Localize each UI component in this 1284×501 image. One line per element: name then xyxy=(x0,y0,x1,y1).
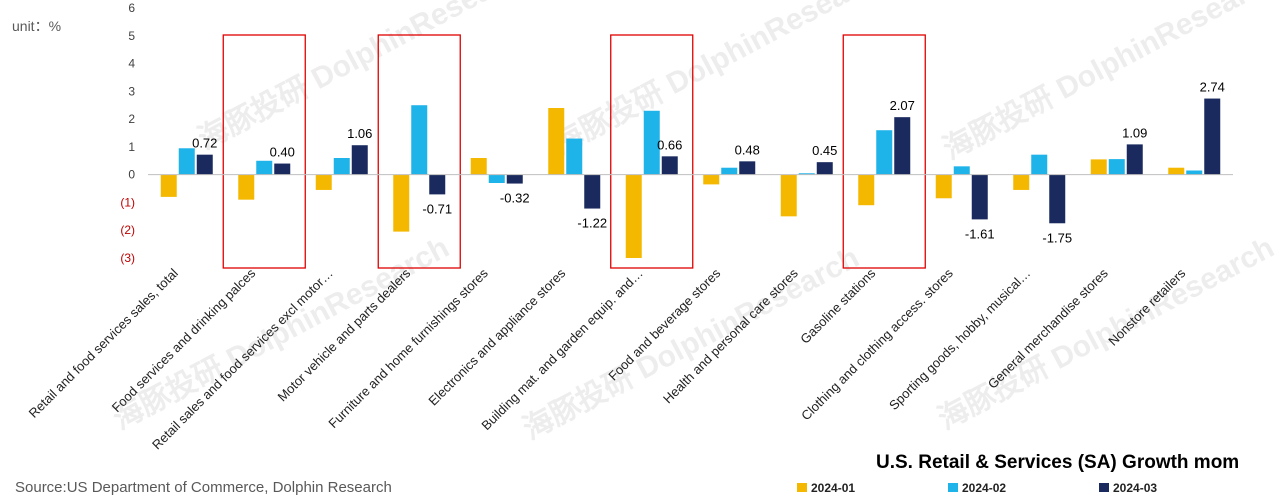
bar xyxy=(798,173,815,175)
data-label: -1.75 xyxy=(1042,230,1072,245)
bar xyxy=(274,163,291,175)
y-tick-label: 2 xyxy=(128,112,135,126)
bar xyxy=(1090,159,1107,175)
bar xyxy=(935,174,952,199)
legend-label: 2024-02 xyxy=(962,481,1006,495)
bar xyxy=(160,174,177,197)
bar xyxy=(351,145,368,175)
highlight-box xyxy=(377,34,461,269)
bar xyxy=(238,174,255,200)
chart-title: U.S. Retail & Services (SA) Growth mom xyxy=(876,452,1239,473)
y-tick-label: 3 xyxy=(128,84,135,98)
highlight-boxes xyxy=(222,34,926,269)
bar xyxy=(411,105,428,175)
bar xyxy=(1126,144,1143,175)
bar xyxy=(703,174,720,185)
bar xyxy=(584,174,601,209)
bar xyxy=(643,110,660,175)
bar xyxy=(566,138,583,175)
y-tick-label: 6 xyxy=(128,1,135,15)
bar xyxy=(178,148,195,175)
data-label: 2.07 xyxy=(890,98,915,113)
source-note: Source:US Department of Commerce, Dolphi… xyxy=(15,479,392,496)
bar xyxy=(470,158,487,175)
data-label: -0.32 xyxy=(500,191,530,206)
data-label: 0.48 xyxy=(735,142,760,157)
data-label: 0.40 xyxy=(270,145,295,160)
bar xyxy=(721,167,738,175)
bar xyxy=(1108,159,1125,175)
legend: 2024-01 2024-02 2024-03 xyxy=(797,481,1157,495)
bar xyxy=(1049,174,1066,224)
data-label: -1.22 xyxy=(577,216,607,231)
bar xyxy=(1168,167,1185,175)
y-tick-label: (2) xyxy=(120,223,135,237)
bar xyxy=(876,130,893,175)
data-label: 0.72 xyxy=(192,136,217,151)
data-label: 0.66 xyxy=(657,137,682,152)
legend-swatch xyxy=(948,483,958,492)
highlight-box xyxy=(610,34,694,269)
bar xyxy=(1013,174,1030,190)
data-label: -0.71 xyxy=(422,201,452,216)
y-tick-label: 1 xyxy=(128,140,135,154)
data-label: 1.06 xyxy=(347,126,372,141)
legend-swatch xyxy=(797,483,807,492)
y-tick-label: 5 xyxy=(128,29,135,43)
y-tick-label: (1) xyxy=(120,195,135,209)
data-labels: 0.72 0.40 1.06 -0.71 -0.32 -1.22 0.66 0.48 0.45 2… xyxy=(192,80,1225,246)
bar xyxy=(315,174,332,190)
bar xyxy=(858,174,875,206)
data-label: 2.74 xyxy=(1200,80,1225,95)
bar xyxy=(894,117,911,175)
y-tick-label: 4 xyxy=(128,57,135,71)
bar xyxy=(661,156,678,175)
y-tick-label: 0 xyxy=(128,168,135,182)
legend-swatch xyxy=(1099,483,1109,492)
bar xyxy=(816,162,833,175)
bar xyxy=(971,174,988,220)
legend-label: 2024-01 xyxy=(811,481,855,495)
bar xyxy=(393,174,410,232)
y-axis: 6 5 4 3 2 1 0 (1) (2) (3) xyxy=(120,1,135,265)
highlight-box xyxy=(842,34,926,269)
legend-label: 2024-03 xyxy=(1113,481,1157,495)
bar xyxy=(488,174,505,183)
bar xyxy=(333,158,350,175)
bar xyxy=(506,174,523,184)
bar xyxy=(953,166,970,175)
bar xyxy=(780,174,797,217)
bar xyxy=(1204,98,1221,175)
bar xyxy=(429,174,446,195)
unit-label: unit：% xyxy=(12,18,61,34)
bar xyxy=(196,154,213,175)
bar xyxy=(739,161,756,175)
highlight-box xyxy=(222,34,306,269)
bars xyxy=(160,98,1221,258)
y-tick-label: (3) xyxy=(120,251,135,265)
bar xyxy=(625,174,642,258)
data-label: 1.09 xyxy=(1122,125,1147,140)
data-label: 0.45 xyxy=(812,143,837,158)
bar xyxy=(548,108,565,175)
bar xyxy=(1186,170,1203,175)
bar xyxy=(256,160,273,175)
data-label: -1.61 xyxy=(965,226,995,241)
bar xyxy=(1031,154,1048,175)
